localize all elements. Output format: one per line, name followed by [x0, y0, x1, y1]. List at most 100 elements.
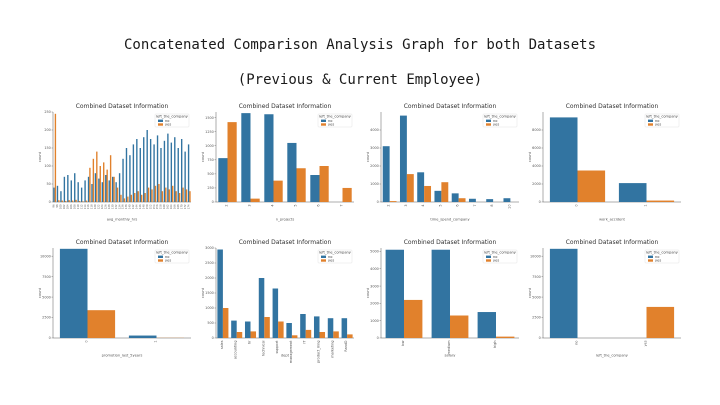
bar-yes-110 — [78, 200, 81, 202]
legend-box — [154, 113, 190, 128]
bar-no-support — [272, 288, 279, 338]
bar-no-108 — [74, 173, 76, 202]
bar-no-6 — [310, 175, 320, 202]
bar-no-7 — [468, 198, 476, 202]
x-axis-label: left_the_company — [596, 354, 629, 358]
y-tick-label: 5000 — [370, 250, 379, 254]
x-tick-label: hr — [248, 340, 252, 344]
x-tick-label: 110 — [77, 204, 80, 209]
x-tick-label: 126 — [104, 204, 107, 209]
legend-box — [317, 249, 353, 264]
x-tick-label: 148 — [142, 204, 145, 209]
x-axis-label: salary — [445, 354, 457, 358]
bar-no-126 — [105, 175, 107, 202]
x-tick-label: 122 — [98, 204, 101, 209]
bar-yes-1 — [646, 200, 675, 202]
bar-no-4 — [417, 172, 425, 202]
bar-yes-154 — [154, 185, 157, 202]
bar-yes-140 — [130, 194, 133, 202]
x-tick-label: 120 — [94, 204, 97, 209]
bar-no-130 — [111, 176, 114, 202]
x-tick-label: IT — [303, 340, 307, 344]
chart-title: Combined Dataset Information — [76, 239, 169, 246]
x-tick-label: 158 — [160, 204, 163, 209]
x-tick-label: 0 — [85, 341, 89, 343]
bar-yes-100 — [61, 200, 64, 202]
bar-no-product_mng — [313, 316, 320, 338]
y-axis-label: count — [528, 287, 532, 298]
bar-yes-142 — [134, 193, 136, 202]
bar-no-96 — [53, 187, 55, 202]
bar-yes-7 — [342, 187, 352, 202]
x-tick-label: management — [289, 340, 293, 363]
x-tick-label: RandD — [344, 340, 348, 352]
x-tick-label: 10 — [507, 205, 511, 209]
x-tick-label: 136 — [122, 204, 125, 209]
bar-yes-5 — [441, 182, 449, 202]
x-tick-label: 100 — [60, 204, 63, 209]
x-tick-label: low — [401, 340, 405, 346]
chart-title: Combined Dataset Information — [404, 103, 497, 110]
x-tick-label: 4 — [421, 205, 425, 207]
y-tick-label: 3000 — [370, 146, 379, 150]
y-tick-label: 0 — [49, 200, 51, 204]
chart-panel-promotion-last-5years: Combined Dataset Information 0 2500 5000 750… — [37, 236, 195, 358]
y-tick-label: 4000 — [370, 128, 379, 132]
x-tick-label: 98 — [56, 204, 59, 208]
y-tick-label: 1000 — [205, 144, 214, 148]
chart-svg: Combined Dataset Information 0 1000 2000 300… — [366, 103, 519, 222]
x-tick-label: 108 — [73, 204, 76, 209]
x-tick-label: support — [275, 340, 279, 354]
bar-yes-122 — [99, 166, 101, 202]
x-tick-label: 118 — [91, 204, 94, 209]
bar-yes-152 — [151, 189, 153, 202]
bar-no-technical — [258, 278, 265, 338]
bar-no-102 — [63, 176, 66, 202]
bar-yes-3 — [406, 174, 414, 202]
legend-label-yes: yes — [493, 123, 499, 127]
bar-no-2 — [382, 146, 390, 202]
y-tick-label: 500 — [207, 172, 213, 176]
y-tick-label: 10000 — [40, 254, 51, 258]
x-tick-label: 144 — [136, 204, 139, 209]
bar-no-168 — [177, 148, 179, 202]
legend-swatch-no — [158, 255, 163, 258]
bar-no-0 — [59, 248, 88, 338]
chart-svg: Combined Dataset Information 0 2500 5000 750… — [528, 239, 681, 358]
x-tick-label: 134 — [118, 204, 121, 209]
y-axis-label: count — [38, 151, 42, 162]
bar-no-management — [286, 323, 292, 338]
bar-yes-technical — [264, 317, 270, 338]
x-tick-label: 164 — [170, 204, 173, 209]
x-tick-label: 106 — [70, 204, 73, 209]
legend-label-yes: yes — [328, 259, 334, 263]
chart-title: Combined Dataset Information — [404, 239, 497, 246]
legend-label-no: no — [655, 255, 659, 259]
legend-label-yes: yes — [655, 259, 661, 263]
y-tick-label: 0 — [539, 336, 541, 340]
x-tick-label: 0 — [575, 205, 579, 207]
legend-swatch-no — [648, 119, 653, 122]
bar-no-6 — [451, 193, 459, 202]
bar-yes-106 — [71, 200, 74, 202]
bar-no-3 — [241, 113, 251, 202]
x-tick-label: product_mng — [317, 341, 321, 363]
legend-label-no: no — [328, 255, 332, 259]
bar-no-hr — [244, 321, 251, 338]
y-tick-label: 7500 — [42, 275, 51, 279]
bar-no-140 — [129, 155, 131, 202]
legend-swatch-yes — [486, 259, 491, 262]
bar-yes-hr — [250, 331, 257, 338]
x-tick-label: accounting — [234, 341, 238, 360]
bar-yes-management — [291, 335, 298, 338]
bar-yes-128 — [109, 155, 112, 202]
y-tick-label: 2000 — [205, 276, 214, 280]
x-tick-label: 7 — [340, 205, 344, 207]
legend-label-no: no — [655, 119, 659, 123]
bar-yes-118 — [92, 158, 95, 202]
bar-yes-136 — [123, 198, 126, 202]
bar-yes-124 — [103, 162, 105, 202]
x-axis-label: work_accident — [599, 218, 625, 222]
slide-subtitle: (Previous & Current Employee) — [237, 72, 483, 88]
y-tick-label: 1000 — [370, 182, 379, 186]
